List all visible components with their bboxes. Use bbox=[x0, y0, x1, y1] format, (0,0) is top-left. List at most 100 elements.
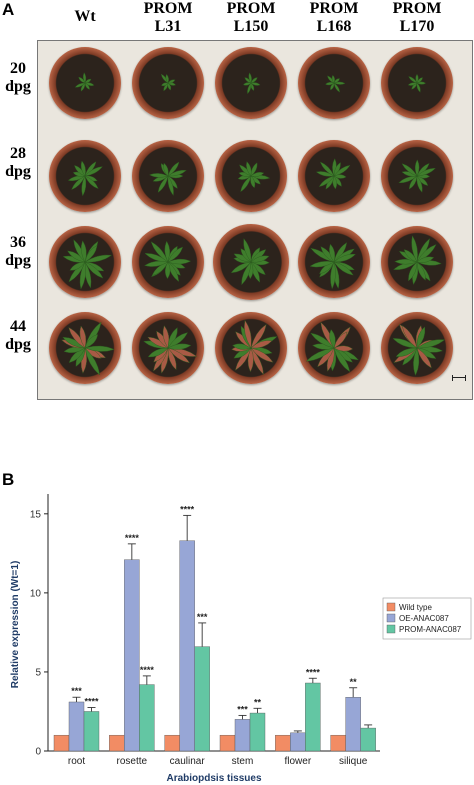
leaf-shape bbox=[329, 329, 336, 349]
row-header-line: dpg bbox=[5, 252, 31, 269]
leaf-shape bbox=[331, 74, 335, 84]
significance-label: **** bbox=[180, 504, 195, 514]
legend-label: OE-ANAC087 bbox=[399, 614, 449, 623]
leaf-shape bbox=[414, 159, 420, 177]
plant-pot-photo bbox=[298, 312, 370, 384]
plant-pot-photo bbox=[298, 140, 370, 212]
bar bbox=[345, 697, 361, 752]
leaf-shape bbox=[250, 172, 265, 177]
leaf-shape bbox=[164, 261, 171, 280]
bar bbox=[194, 646, 210, 752]
leaf-shape bbox=[416, 82, 421, 93]
x-tick-label: root bbox=[68, 756, 85, 767]
leaf-shape bbox=[250, 175, 256, 189]
plant-pot-photo bbox=[49, 140, 121, 212]
significance-label: **** bbox=[125, 533, 140, 543]
plant-pot-photo bbox=[215, 140, 287, 212]
y-axis-title: Relative expression (Wt=1) bbox=[10, 561, 21, 689]
plant-pot-photo bbox=[132, 140, 204, 212]
rosette-icon bbox=[160, 73, 176, 92]
significance-label: ** bbox=[254, 697, 262, 707]
column-header-line: L31 bbox=[154, 18, 182, 35]
plant-pot-photo bbox=[298, 226, 370, 298]
significance-label: **** bbox=[84, 697, 99, 707]
x-tick-label: flower bbox=[284, 756, 311, 767]
leaf-shape bbox=[244, 319, 252, 349]
leaf-shape bbox=[246, 161, 252, 177]
leaf-shape bbox=[416, 347, 432, 369]
leaf-shape bbox=[411, 235, 418, 263]
leaf-shape bbox=[401, 163, 418, 177]
x-tick-label: stem bbox=[232, 756, 254, 767]
plant-pot-photo bbox=[49, 226, 121, 298]
leaf-shape bbox=[398, 175, 418, 184]
rosette-icon bbox=[407, 73, 427, 93]
leaf-shape bbox=[167, 246, 184, 263]
leaf-shape bbox=[167, 347, 190, 364]
leaf-shape bbox=[333, 331, 348, 349]
row-header: 36 dpg bbox=[0, 234, 36, 270]
bar bbox=[124, 559, 140, 752]
column-header-line: L168 bbox=[316, 18, 352, 35]
plant-pot-photo bbox=[213, 224, 289, 300]
rosette-icon bbox=[143, 325, 198, 374]
plant-pot-photo bbox=[381, 312, 453, 384]
plant-pot-photo bbox=[381, 140, 453, 212]
row-header: 28 dpg bbox=[0, 145, 36, 181]
leaf-shape bbox=[80, 160, 86, 177]
bar bbox=[53, 734, 70, 752]
leaf-shape bbox=[408, 76, 418, 84]
leaf-shape bbox=[167, 161, 180, 177]
leaf-shape bbox=[395, 347, 418, 357]
rosette-icon bbox=[305, 321, 359, 373]
x-tick-label: caulinar bbox=[170, 756, 206, 767]
plant-pot-photo bbox=[49, 312, 121, 384]
leaf-shape bbox=[69, 261, 86, 271]
plant-pot-photo bbox=[132, 47, 204, 119]
leaf-shape bbox=[333, 82, 340, 93]
rosette-icon bbox=[67, 160, 103, 197]
rosette-icon bbox=[393, 235, 442, 285]
leaf-shape bbox=[84, 347, 100, 376]
y-tick-label: 5 bbox=[35, 667, 41, 678]
leaf-shape bbox=[84, 345, 115, 352]
leaf-shape bbox=[309, 261, 335, 268]
plant-pot-photo bbox=[49, 47, 121, 119]
significance-label: *** bbox=[197, 612, 208, 622]
column-header: PROM L168 bbox=[294, 0, 374, 36]
leaf-shape bbox=[250, 347, 274, 363]
leaf-shape bbox=[243, 82, 252, 86]
column-header: Wt bbox=[45, 8, 125, 26]
plant-pot-photo bbox=[298, 47, 370, 119]
rosette-icon bbox=[315, 158, 351, 190]
row-header-line: 20 bbox=[10, 60, 26, 77]
leaf-shape bbox=[167, 79, 176, 84]
leaf-shape bbox=[80, 240, 87, 263]
y-tick-label: 0 bbox=[35, 747, 41, 758]
x-axis-title: Arabiopdsis tissues bbox=[166, 773, 261, 784]
bar bbox=[83, 711, 100, 752]
leaf-shape bbox=[250, 77, 258, 84]
rosette-icon bbox=[144, 240, 192, 282]
leaf-shape bbox=[84, 78, 92, 84]
leaf-shape bbox=[330, 261, 336, 290]
leaf-shape bbox=[84, 245, 98, 263]
rosette-icon bbox=[231, 319, 278, 375]
bar bbox=[68, 701, 85, 752]
significance-label: ** bbox=[350, 677, 358, 687]
leaf-shape bbox=[74, 82, 86, 88]
row-header-line: 36 bbox=[10, 234, 26, 251]
bar bbox=[305, 682, 321, 752]
leaf-shape bbox=[79, 325, 87, 349]
expression-bar-chart: 0 5 10 15 Relative expression (Wt=1) Arabiopd… bbox=[10, 494, 472, 784]
row-header: 20 dpg bbox=[0, 60, 36, 96]
column-header-line: PROM bbox=[143, 0, 193, 17]
significance-label: **** bbox=[140, 665, 155, 675]
leaf-shape bbox=[333, 78, 340, 84]
panel-a-label: A bbox=[2, 0, 15, 19]
leaf-shape bbox=[248, 72, 252, 84]
leaf-shape bbox=[167, 343, 192, 350]
leaf-shape bbox=[325, 82, 335, 86]
row-header-line: dpg bbox=[5, 163, 31, 180]
column-header-line: Wt bbox=[74, 8, 96, 25]
